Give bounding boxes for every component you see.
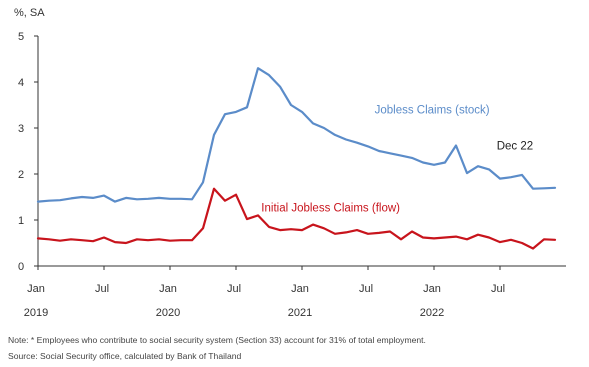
x-tick-label: Jan: [159, 283, 177, 295]
y-tick-label: 1: [18, 215, 24, 227]
y-tick-label: 5: [18, 31, 24, 43]
note-text: Note: * Employees who contribute to soci…: [8, 335, 426, 345]
x-tick-label: Jul: [227, 283, 241, 295]
x-tick-label: Jan: [291, 283, 309, 295]
x-axis: Jan 2019 Jul Jan 2020 Jul Jan 2021 Jul Jan 2022 Jul: [24, 265, 566, 319]
series-line-initial-jobless-claims-flow: [36, 187, 557, 250]
chart-annotation: Dec 22: [497, 141, 533, 153]
x-tick-label: Jan: [27, 283, 45, 295]
x-year-label: 2021: [288, 307, 312, 319]
series-layer: [36, 67, 557, 250]
x-year-label: 2022: [420, 307, 444, 319]
chart-annotation: Initial Jobless Claims (flow): [261, 203, 400, 215]
chart-annotation: Jobless Claims (stock): [375, 104, 490, 116]
y-unit-label: %, SA: [14, 7, 45, 19]
x-tick-label: Jul: [359, 283, 373, 295]
y-tick-label: 3: [18, 123, 24, 135]
y-axis: 0 1 2 3 4 5: [18, 31, 39, 273]
x-tick-label: Jul: [491, 283, 505, 295]
y-tick-label: 2: [18, 169, 24, 181]
series-line-jobless-claims-stock: [36, 67, 557, 203]
chart-notes: Note: * Employees who contribute to soci…: [8, 332, 583, 364]
annotations: Jobless Claims (stock) Dec 22 Initial Jobl…: [261, 104, 533, 214]
chart: %, SA 0 1 2 3 4 5 Jan 2019 Jul Jan 2020 Jul Jan 2021…: [14, 7, 566, 319]
x-tick-label: Jul: [95, 283, 109, 295]
x-year-label: 2020: [156, 307, 180, 319]
source-text: Source: Social Security office, calculat…: [8, 351, 242, 361]
y-tick-label: 4: [18, 77, 24, 89]
x-tick-label: Jan: [423, 283, 441, 295]
x-year-label: 2019: [24, 307, 48, 319]
y-tick-label: 0: [18, 261, 24, 273]
